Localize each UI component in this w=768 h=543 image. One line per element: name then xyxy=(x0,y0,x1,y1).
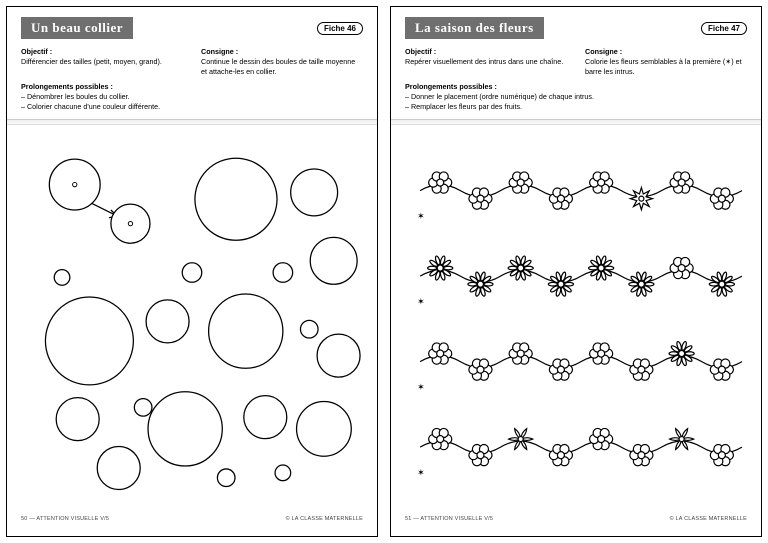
circles-canvas xyxy=(21,131,363,512)
footer-right: © LA CLASSE MATERNELLE xyxy=(286,516,363,522)
prolong-line-1: – Dénombrer les boules du collier. xyxy=(21,92,130,101)
tear-divider xyxy=(7,119,377,125)
worksheet-right: La saison des fleurs Fiche 47 Objectif :… xyxy=(390,6,762,537)
prolong-line-1: – Donner le placement (ordre numérique) … xyxy=(405,92,594,101)
svg-text:✶: ✶ xyxy=(417,297,425,307)
consigne-heading: Consigne : xyxy=(585,47,747,56)
prolong-block: Prolongements possibles : – Donner le pl… xyxy=(405,82,747,111)
consigne-block: Consigne : Continue le dessin des boules… xyxy=(201,47,363,76)
objectif-block: Objectif : Repérer visuellement des intr… xyxy=(405,47,567,76)
svg-text:✶: ✶ xyxy=(417,468,425,478)
info-row: Objectif : Différencier des tailles (pet… xyxy=(21,47,363,76)
page-title: Un beau collier xyxy=(21,17,133,39)
fiche-badge: Fiche 47 xyxy=(701,22,747,35)
prolong-line-2: – Remplacer les fleurs par des fruits. xyxy=(405,102,522,111)
objectif-heading: Objectif : xyxy=(21,47,183,56)
circles-svg xyxy=(21,131,363,512)
consigne-text: Colorie les fleurs semblables à la premi… xyxy=(585,57,742,75)
fiche-badge: Fiche 46 xyxy=(317,22,363,35)
svg-text:✶: ✶ xyxy=(417,382,425,392)
page-title: La saison des fleurs xyxy=(405,17,544,39)
objectif-text: Différencier des tailles (petit, moyen, … xyxy=(21,57,162,66)
footer-left: 51 — ATTENTION VISUELLE V/5 xyxy=(405,516,493,522)
objectif-text: Repérer visuellement des intrus dans une… xyxy=(405,57,563,66)
svg-text:✶: ✶ xyxy=(417,211,425,221)
prolong-heading: Prolongements possibles : xyxy=(21,82,363,92)
flowers-svg: ✶ ✶ ✶ ✶ xyxy=(405,131,747,512)
objectif-heading: Objectif : xyxy=(405,47,567,56)
footer: 50 — ATTENTION VISUELLE V/5 © LA CLASSE … xyxy=(21,516,363,522)
prolong-block: Prolongements possibles : – Dénombrer le… xyxy=(21,82,363,111)
info-row: Objectif : Repérer visuellement des intr… xyxy=(405,47,747,76)
prolong-heading: Prolongements possibles : xyxy=(405,82,747,92)
header: La saison des fleurs Fiche 47 xyxy=(405,17,747,39)
prolong-line-2: – Colorier chacune d'une couleur différe… xyxy=(21,102,160,111)
worksheet-left: Un beau collier Fiche 46 Objectif : Diff… xyxy=(6,6,378,537)
footer-left: 50 — ATTENTION VISUELLE V/5 xyxy=(21,516,109,522)
objectif-block: Objectif : Différencier des tailles (pet… xyxy=(21,47,183,76)
footer: 51 — ATTENTION VISUELLE V/5 © LA CLASSE … xyxy=(405,516,747,522)
flowers-canvas: ✶ ✶ ✶ ✶ xyxy=(405,131,747,512)
footer-right: © LA CLASSE MATERNELLE xyxy=(670,516,747,522)
consigne-heading: Consigne : xyxy=(201,47,363,56)
consigne-text: Continue le dessin des boules de taille … xyxy=(201,57,355,75)
header: Un beau collier Fiche 46 xyxy=(21,17,363,39)
tear-divider xyxy=(391,119,761,125)
consigne-block: Consigne : Colorie les fleurs semblables… xyxy=(585,47,747,76)
